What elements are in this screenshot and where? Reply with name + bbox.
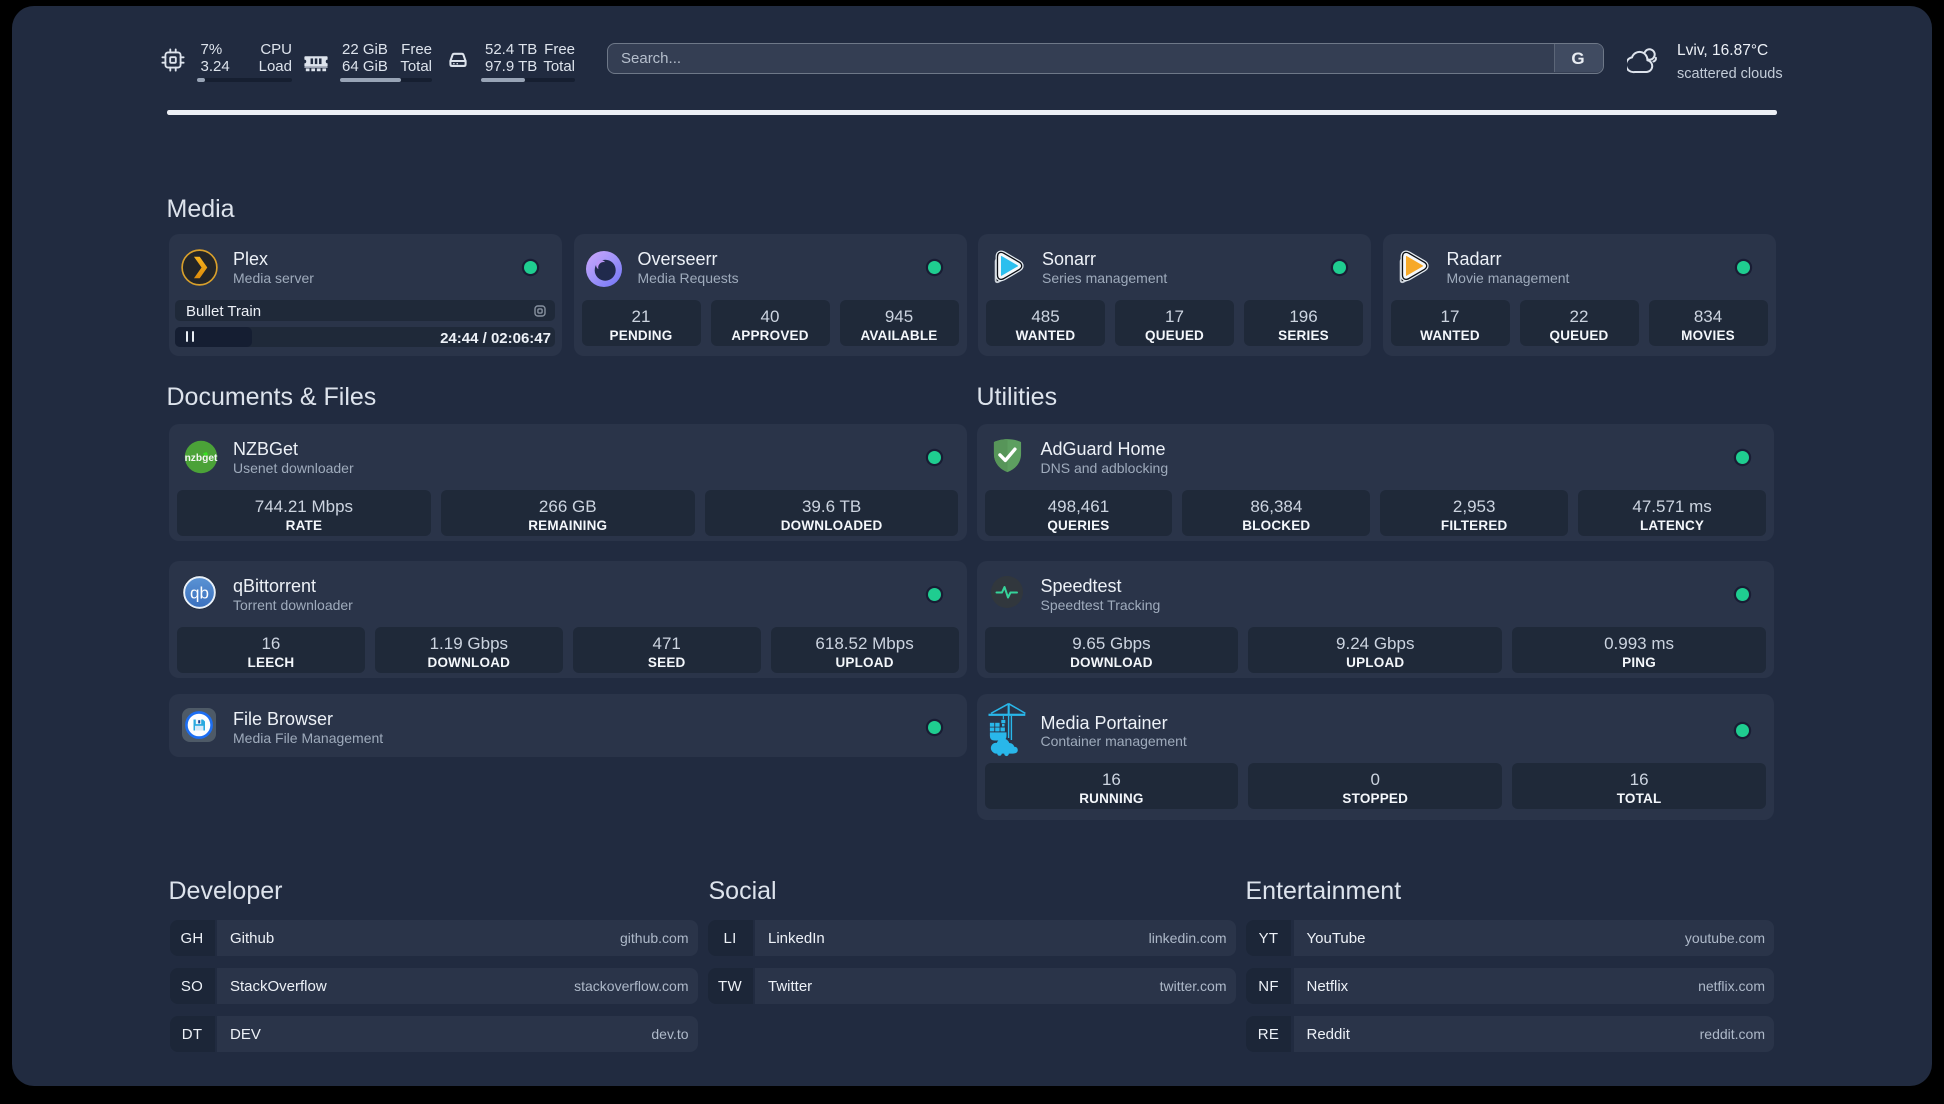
svg-text:nzbget: nzbget xyxy=(185,452,218,463)
svg-text:qb: qb xyxy=(190,583,209,602)
